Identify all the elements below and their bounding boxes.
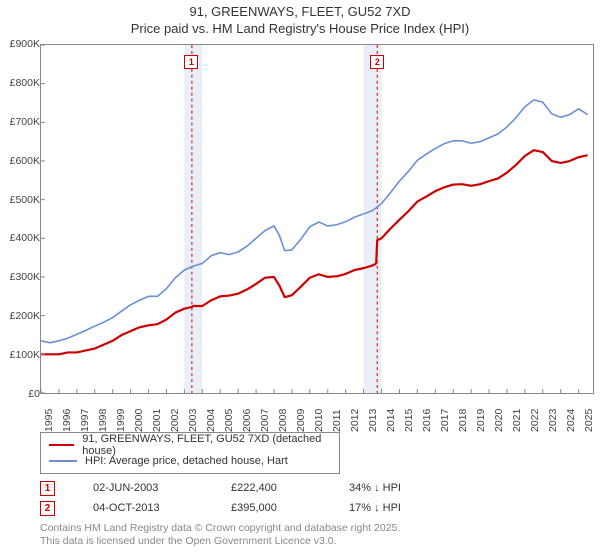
x-tick-label: 2019	[475, 409, 487, 432]
legend-label-price-paid: 91, GREENWAYS, FLEET, GU52 7XD (detached…	[82, 433, 331, 457]
marker-date-2: 04-OCT-2013	[93, 502, 193, 514]
y-tick-label: £800K	[2, 77, 40, 89]
markers-table: 1 02-JUN-2003 £222,400 34% ↓ HPI 2 04-OC…	[40, 478, 439, 518]
x-tick-label: 1999	[115, 409, 127, 432]
chart-plot-area	[40, 44, 594, 394]
x-tick-label: 2012	[349, 409, 361, 432]
x-tick-label: 2016	[421, 409, 433, 432]
chart-marker-2: 2	[370, 55, 384, 69]
x-tick-label: 2007	[259, 409, 271, 432]
legend-label-hpi: HPI: Average price, detached house, Hart	[85, 455, 288, 467]
legend-swatch-hpi	[49, 460, 77, 462]
y-tick-label: £400K	[2, 232, 40, 244]
y-tick-label: £300K	[2, 271, 40, 283]
marker-price-1: £222,400	[231, 482, 311, 494]
x-tick-label: 2015	[403, 409, 415, 432]
x-tick-label: 2001	[151, 409, 163, 432]
x-tick-label: 1997	[79, 409, 91, 432]
x-tick-label: 2020	[493, 409, 505, 432]
marker-number-box-1: 1	[40, 481, 55, 496]
x-tick-label: 2005	[223, 409, 235, 432]
legend-swatch-price-paid	[49, 444, 74, 446]
credit-line2: This data is licensed under the Open Gov…	[40, 535, 400, 548]
x-tick-label: 2000	[133, 409, 145, 432]
marker-pct-2: 17% ↓ HPI	[349, 502, 439, 514]
x-tick-label: 2002	[169, 409, 181, 432]
x-tick-label: 2009	[295, 409, 307, 432]
chart-marker-1: 1	[184, 55, 198, 69]
chart-svg	[41, 45, 593, 393]
marker-price-2: £395,000	[231, 502, 311, 514]
x-tick-label: 2018	[457, 409, 469, 432]
y-tick-label: £700K	[2, 116, 40, 128]
y-tick-label: £100K	[2, 349, 40, 361]
x-tick-label: 2014	[385, 409, 397, 432]
marker-number-box-2: 2	[40, 501, 55, 516]
x-tick-label: 2006	[241, 409, 253, 432]
marker-row-2: 2 04-OCT-2013 £395,000 17% ↓ HPI	[40, 498, 439, 518]
x-tick-label: 1998	[97, 409, 109, 432]
title-subtitle: Price paid vs. HM Land Registry's House …	[0, 21, 600, 38]
y-tick-label: £500K	[2, 194, 40, 206]
x-tick-label: 2010	[313, 409, 325, 432]
x-tick-label: 2013	[367, 409, 379, 432]
legend-item-price-paid: 91, GREENWAYS, FLEET, GU52 7XD (detached…	[49, 437, 331, 453]
x-tick-label: 2022	[529, 409, 541, 432]
marker-pct-1: 34% ↓ HPI	[349, 482, 439, 494]
x-tick-label: 1995	[43, 409, 55, 432]
legend: 91, GREENWAYS, FLEET, GU52 7XD (detached…	[40, 432, 340, 474]
title-block: 91, GREENWAYS, FLEET, GU52 7XD Price pai…	[0, 0, 600, 38]
x-tick-label: 2024	[565, 409, 577, 432]
y-tick-label: £200K	[2, 310, 40, 322]
x-tick-label: 2025	[583, 409, 595, 432]
x-tick-label: 2017	[439, 409, 451, 432]
y-tick-label: £900K	[2, 38, 40, 50]
title-address: 91, GREENWAYS, FLEET, GU52 7XD	[0, 4, 600, 21]
x-tick-label: 2011	[331, 409, 343, 432]
credit-text: Contains HM Land Registry data © Crown c…	[40, 522, 400, 547]
x-tick-label: 2004	[205, 409, 217, 432]
x-tick-label: 2003	[187, 409, 199, 432]
x-tick-label: 2021	[511, 409, 523, 432]
x-tick-label: 2008	[277, 409, 289, 432]
marker-row-1: 1 02-JUN-2003 £222,400 34% ↓ HPI	[40, 478, 439, 498]
x-tick-label: 1996	[61, 409, 73, 432]
y-tick-label: £0	[2, 388, 40, 400]
y-tick-label: £600K	[2, 155, 40, 167]
marker-date-1: 02-JUN-2003	[93, 482, 193, 494]
x-tick-label: 2023	[547, 409, 559, 432]
credit-line1: Contains HM Land Registry data © Crown c…	[40, 522, 400, 535]
